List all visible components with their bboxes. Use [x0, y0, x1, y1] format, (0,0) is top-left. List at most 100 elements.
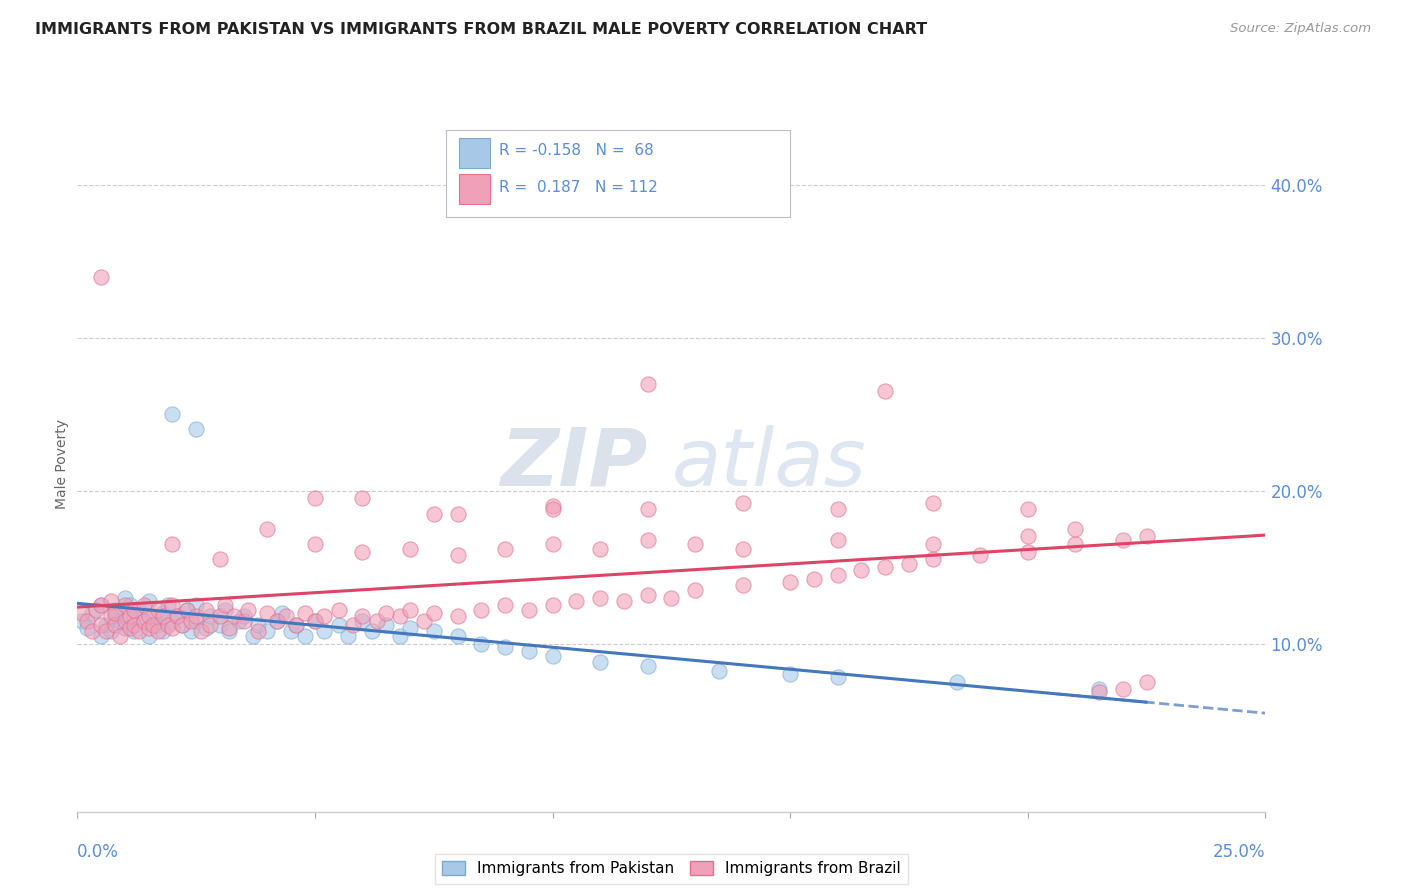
Point — [90, 599, 112, 613]
Point — [1064, 537, 1087, 551]
Point — [246, 624, 269, 639]
Point — [304, 614, 326, 628]
Point — [142, 618, 165, 632]
Point — [337, 629, 360, 643]
Point — [176, 603, 198, 617]
Point — [276, 609, 298, 624]
Point — [1017, 529, 1039, 543]
Point — [200, 618, 222, 632]
Point — [803, 572, 825, 586]
Point — [637, 502, 659, 516]
Point — [423, 624, 446, 639]
Point — [352, 614, 374, 628]
Point — [118, 609, 141, 624]
Point — [228, 614, 250, 628]
Point — [661, 591, 683, 605]
Point — [124, 603, 146, 617]
Point — [100, 624, 122, 639]
Point — [90, 618, 112, 632]
Point — [446, 507, 468, 521]
Point — [731, 578, 754, 592]
Point — [399, 541, 422, 556]
Point — [162, 537, 184, 551]
Point — [208, 609, 231, 624]
Point — [76, 614, 98, 628]
Point — [162, 407, 184, 421]
Point — [124, 624, 146, 639]
Point — [86, 603, 108, 617]
Point — [683, 582, 706, 597]
Point — [731, 541, 754, 556]
Point — [94, 624, 117, 639]
Point — [637, 659, 659, 673]
Point — [1112, 533, 1135, 547]
Point — [707, 664, 730, 678]
Point — [328, 603, 350, 617]
Point — [494, 640, 516, 654]
Point — [246, 618, 269, 632]
Point — [875, 384, 897, 399]
Point — [589, 541, 612, 556]
Point — [256, 624, 278, 639]
Point — [352, 545, 374, 559]
Text: Source: ZipAtlas.com: Source: ZipAtlas.com — [1230, 22, 1371, 36]
Point — [314, 624, 336, 639]
Point — [232, 614, 254, 628]
Point — [170, 618, 193, 632]
Point — [541, 537, 564, 551]
Point — [100, 593, 122, 607]
Point — [114, 614, 136, 628]
Point — [152, 606, 174, 620]
Point — [232, 609, 254, 624]
Point — [104, 609, 127, 624]
Point — [128, 603, 150, 617]
Point — [399, 603, 422, 617]
Point — [779, 667, 801, 681]
Point — [256, 606, 278, 620]
Point — [413, 614, 436, 628]
Point — [352, 491, 374, 506]
Point — [128, 624, 150, 639]
Point — [208, 618, 231, 632]
Point — [1136, 674, 1159, 689]
Point — [218, 624, 240, 639]
Point — [541, 499, 564, 513]
Point — [494, 541, 516, 556]
Point — [90, 599, 112, 613]
Point — [294, 629, 316, 643]
Point — [218, 621, 240, 635]
Point — [186, 422, 208, 436]
Point — [366, 614, 388, 628]
Point — [613, 593, 636, 607]
Point — [118, 599, 141, 613]
Point — [224, 609, 246, 624]
Point — [446, 548, 468, 562]
Text: 25.0%: 25.0% — [1213, 843, 1265, 861]
Point — [827, 502, 849, 516]
Point — [152, 609, 174, 624]
Point — [266, 614, 288, 628]
Point — [1136, 529, 1159, 543]
Point — [637, 533, 659, 547]
Point — [328, 618, 350, 632]
Point — [162, 614, 184, 628]
Legend: Immigrants from Pakistan, Immigrants from Brazil: Immigrants from Pakistan, Immigrants fro… — [434, 854, 908, 884]
Point — [969, 548, 991, 562]
Point — [470, 636, 492, 650]
Text: atlas: atlas — [672, 425, 866, 503]
Point — [104, 606, 127, 620]
Point — [76, 621, 98, 635]
Point — [114, 599, 136, 613]
Point — [138, 609, 160, 624]
Point — [114, 621, 136, 635]
Point — [375, 618, 398, 632]
Point — [898, 557, 921, 571]
Point — [138, 629, 160, 643]
Point — [945, 674, 967, 689]
Point — [138, 621, 160, 635]
Point — [186, 614, 208, 628]
Point — [589, 591, 612, 605]
Point — [156, 618, 179, 632]
Point — [104, 618, 127, 632]
Point — [637, 376, 659, 391]
